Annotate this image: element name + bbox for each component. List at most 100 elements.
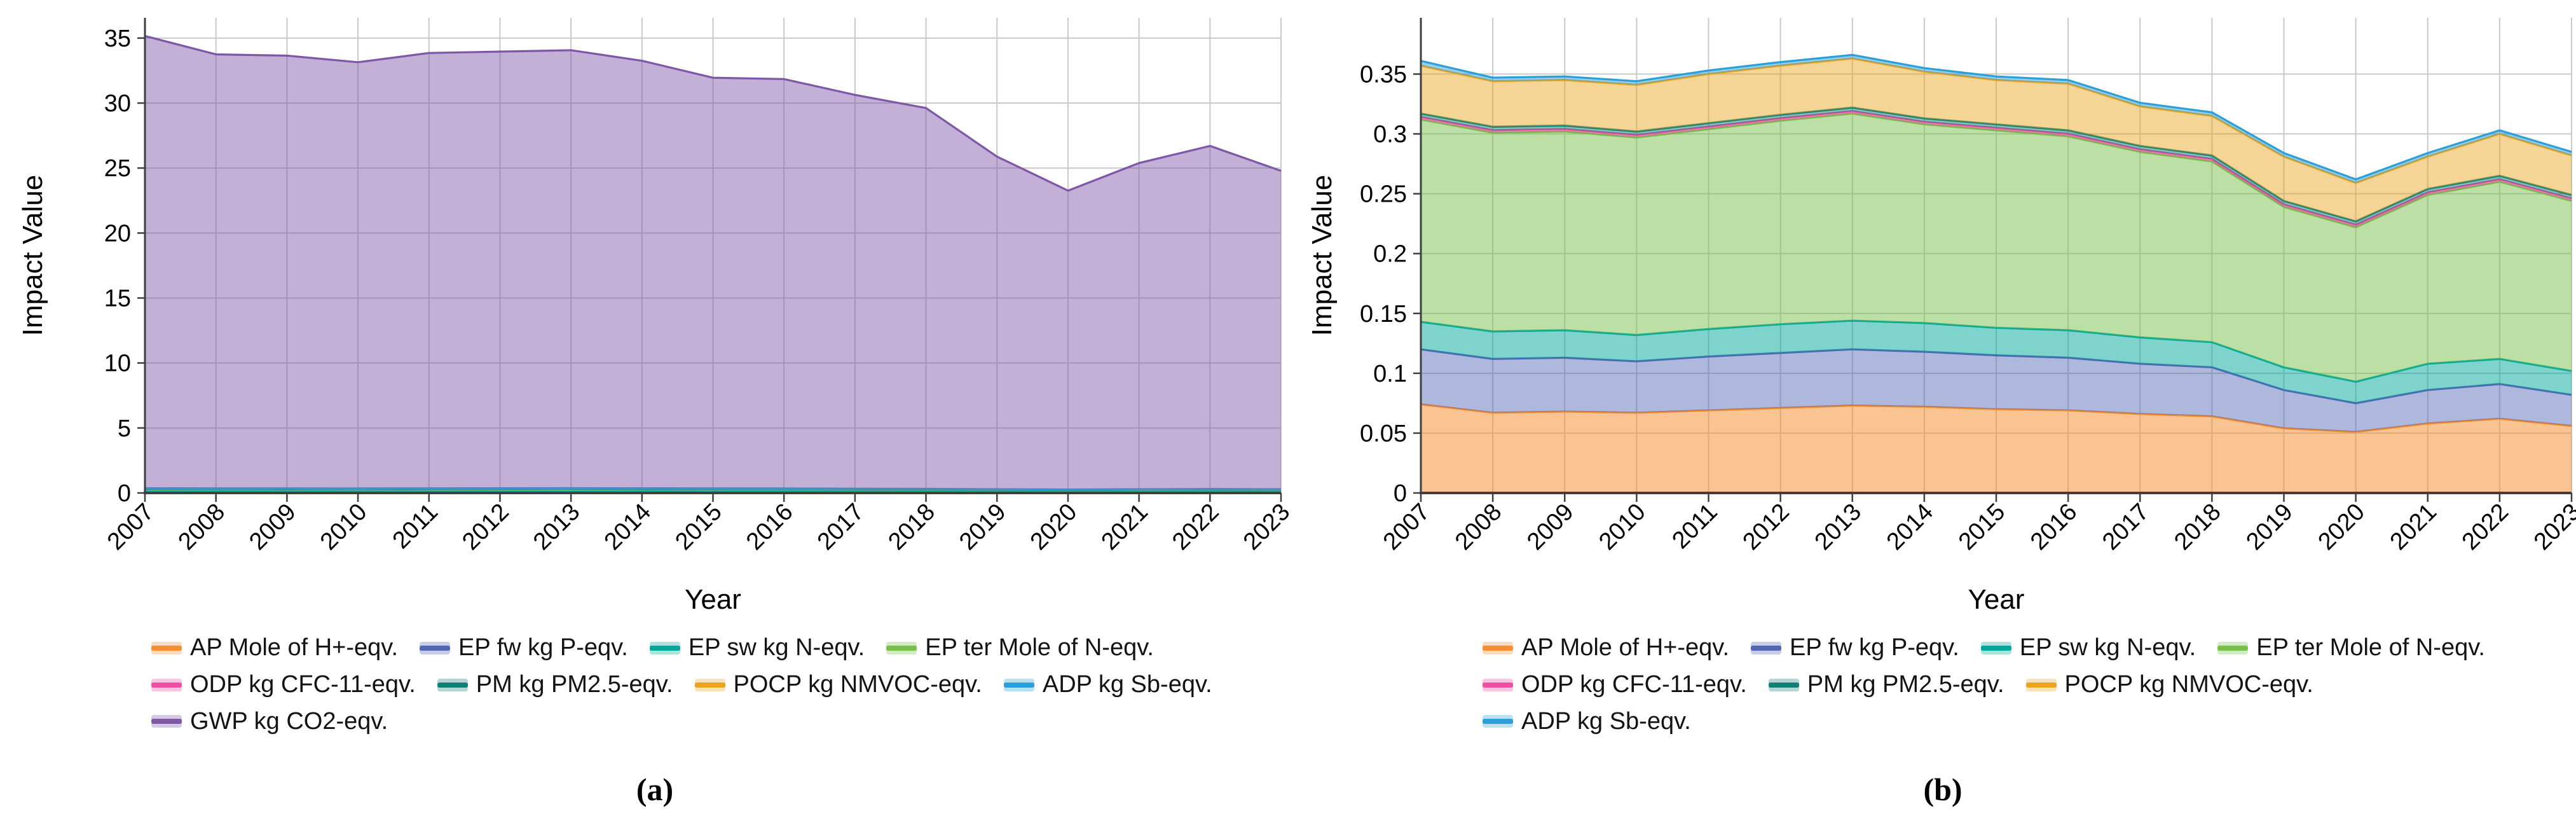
legend-item-EP_ter: EP ter Mole of N-eqv. — [886, 634, 1154, 662]
y-tick-label: 0 — [1394, 480, 1407, 507]
legend-swatch-icon — [1751, 641, 1782, 655]
legend-swatch-icon — [2025, 678, 2057, 691]
y-tick-label: 5 — [118, 415, 131, 442]
legend-swatch-icon — [2217, 641, 2249, 655]
x-tick-label: 2021 — [1097, 499, 1153, 555]
y-tick-label: 35 — [104, 25, 131, 52]
y-tick-label: 0.05 — [1360, 420, 1407, 447]
legend-swatch-icon — [420, 641, 451, 655]
x-tick-label: 2007 — [102, 499, 159, 555]
legend-item-PM: PM kg PM2.5-eqv. — [1768, 670, 2004, 698]
legend-item-ADP: ADP kg Sb-eqv. — [1483, 707, 1691, 735]
legend-swatch-icon — [1483, 641, 1513, 655]
legend-item-EP_fw: EP fw kg P-eqv. — [420, 634, 628, 662]
x-tick-label: 2009 — [1522, 499, 1579, 555]
legend-item-GWP: GWP kg CO2-eqv. — [151, 707, 388, 735]
y-tick-label: 0.2 — [1373, 241, 1407, 268]
legend-label: ODP kg CFC-11-eqv. — [1521, 670, 1747, 698]
series-area-EP_sw — [1421, 321, 2572, 403]
legend-label: GWP kg CO2-eqv. — [190, 707, 388, 735]
legend-item-ODP: ODP kg CFC-11-eqv. — [151, 670, 416, 698]
legend-label: POCP kg NMVOC-eqv. — [733, 670, 982, 698]
legend-item-ADP: ADP kg Sb-eqv. — [1003, 671, 1212, 698]
x-tick-label: 2019 — [954, 499, 1011, 555]
legend-swatch-icon — [151, 641, 182, 655]
x-axis-title: Year — [1968, 584, 2025, 615]
legend-swatch-icon — [886, 641, 917, 655]
x-tick-label: 2018 — [883, 499, 940, 555]
series-line-ADP — [144, 487, 1282, 491]
series-line-EP_fw — [1420, 348, 2572, 405]
x-tick-label: 2022 — [2457, 499, 2514, 555]
y-tick-label: 0.1 — [1373, 361, 1407, 387]
x-tick-label: 2021 — [2385, 499, 2442, 555]
legend-swatch-icon — [1483, 678, 1513, 691]
legend-row: ADP kg Sb-eqv. — [1483, 707, 2485, 735]
y-tick-label: 0.15 — [1360, 301, 1407, 328]
x-tick-label: 2013 — [1810, 499, 1867, 555]
x-tick-label: 2009 — [244, 499, 301, 555]
x-tick-label: 2011 — [1667, 499, 1722, 554]
x-tick-label: 2023 — [1238, 499, 1295, 555]
caption-a: (a) — [636, 772, 674, 807]
legend-swatch-icon — [151, 715, 182, 728]
legend-item-EP_fw: EP fw kg P-eqv. — [1751, 634, 1959, 662]
x-tick-label: 2010 — [1594, 499, 1650, 555]
legend-row: AP Mole of H+-eqv. EP fw kg P-eqv. EP sw k… — [151, 634, 1212, 662]
legend-item-EP_sw: EP sw kg N-eqv. — [1980, 634, 2196, 662]
y-tick-label: 30 — [104, 90, 131, 117]
legend-swatch-icon — [649, 641, 680, 655]
y-tick-label: 15 — [104, 286, 131, 312]
legend-swatch-icon — [1003, 678, 1034, 691]
x-tick-label: 2016 — [2025, 499, 2082, 555]
legend-label: ODP kg CFC-11-eqv. — [190, 670, 416, 698]
x-tick-label: 2012 — [1738, 499, 1795, 555]
legend-label: EP sw kg N-eqv. — [688, 634, 865, 661]
legend-item-AP: AP Mole of H+-eqv. — [1483, 634, 1730, 662]
chart-panel-b: 0 0.05 0.1 0.15 0.2 0.25 0.3 0.35 2007 2008 2009 20… — [1306, 0, 2576, 630]
series-area-EP_fw — [1421, 349, 2572, 433]
legend-swatch-icon — [437, 678, 468, 691]
series-area-EP_ter — [1421, 113, 2572, 382]
x-tick-label: 2019 — [2241, 499, 2298, 555]
x-tick-label: 2011 — [388, 499, 443, 554]
x-tick-label: 2015 — [670, 499, 727, 555]
legend-item-PM: PM kg PM2.5-eqv. — [437, 671, 673, 698]
legend-label: EP fw kg P-eqv. — [458, 634, 628, 661]
y-tick-label: 10 — [104, 350, 131, 377]
legend-item-ODP: ODP kg CFC-11-eqv. — [1483, 670, 1747, 698]
legend-label: PM kg PM2.5-eqv. — [1807, 670, 2004, 698]
legend-label: EP sw kg N-eqv. — [2019, 634, 2196, 661]
series-line-ADP — [1420, 53, 2572, 181]
legend-label: AP Mole of H+-eqv. — [1521, 634, 1730, 661]
y-tick-label: 0.25 — [1360, 181, 1407, 208]
x-tick-label: 2022 — [1167, 499, 1224, 555]
legend-label: ADP kg Sb-eqv. — [1521, 707, 1691, 735]
y-axis-title: Impact Value — [17, 175, 48, 336]
legend-item-EP_sw: EP sw kg N-eqv. — [649, 634, 865, 662]
y-tick-label: 20 — [104, 220, 131, 247]
legend-row: ODP kg CFC-11-eqv. PM kg PM2.5-eqv. POCP k… — [151, 670, 1212, 698]
y-tick-label: 0.3 — [1373, 121, 1407, 148]
series-line-PM — [1420, 106, 2572, 223]
x-tick-label: 2008 — [174, 499, 230, 555]
y-tick-label: 0.35 — [1360, 61, 1407, 88]
x-tick-label: 2010 — [315, 499, 372, 555]
x-tick-label: 2016 — [741, 499, 798, 555]
legend-item-AP: AP Mole of H+-eqv. — [151, 634, 399, 662]
x-tick-label: 2018 — [2169, 499, 2226, 555]
x-tick-label: 2020 — [2313, 499, 2370, 555]
legend-swatch-icon — [694, 678, 725, 691]
legend-swatch-icon — [1768, 678, 1799, 691]
legend-swatch-icon — [1483, 715, 1513, 728]
x-axis-title: Year — [685, 584, 741, 615]
x-tick-label: 2023 — [2529, 499, 2576, 555]
legend-a: AP Mole of H+-eqv. EP fw kg P-eqv. EP sw k… — [151, 634, 1212, 745]
legend-label: AP Mole of H+-eqv. — [190, 634, 399, 661]
x-tick-label: 2014 — [599, 499, 656, 555]
chart-panel-a: 0 5 10 15 20 25 30 35 2007 2008 2009 2010 2011 2012 20… — [0, 0, 1310, 630]
x-tick-label: 2017 — [2097, 499, 2154, 555]
legend-label: EP fw kg P-eqv. — [1790, 634, 1959, 661]
legend-item-POCP: POCP kg NMVOC-eqv. — [2025, 671, 2313, 698]
